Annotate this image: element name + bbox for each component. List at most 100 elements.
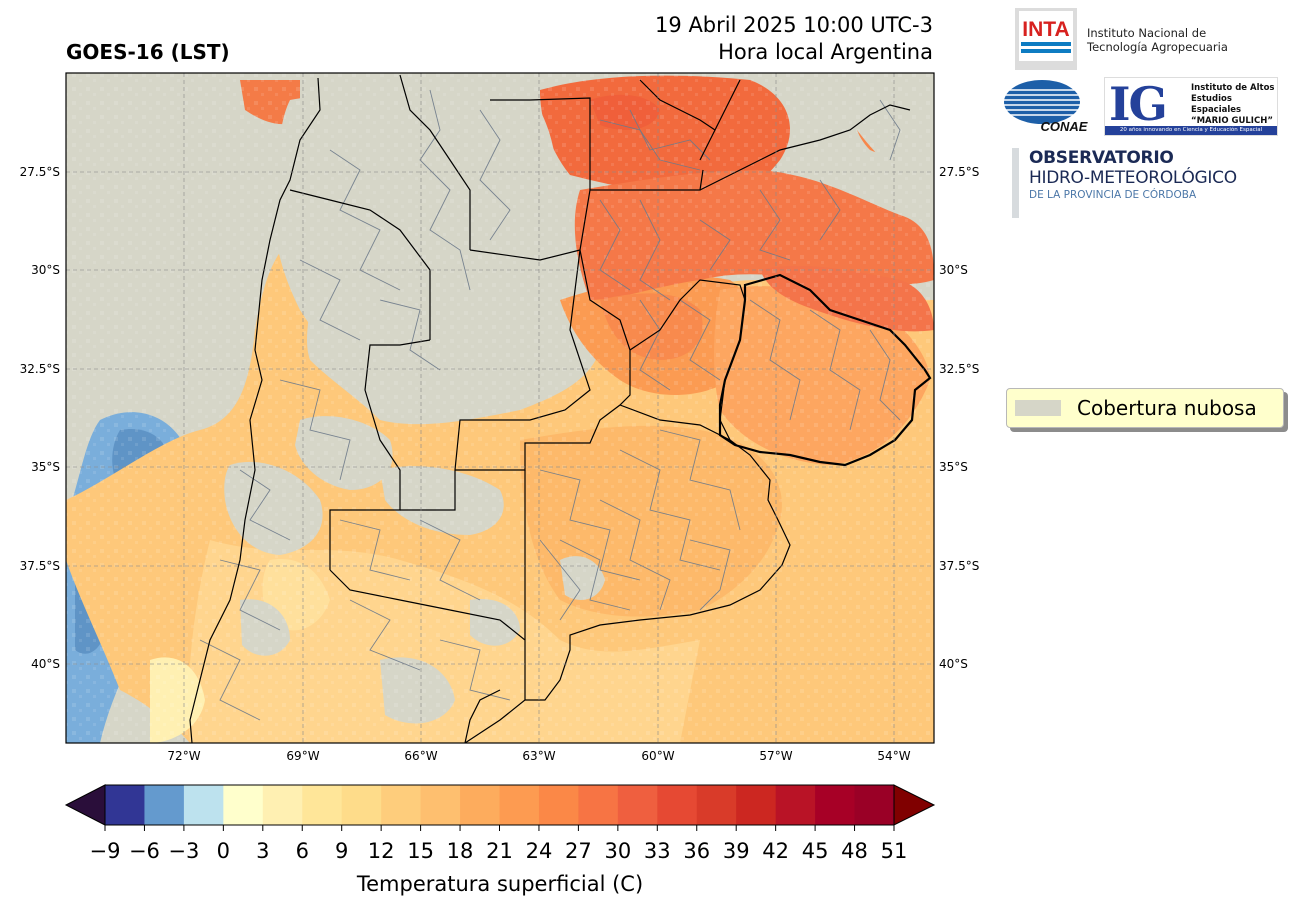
colorbar-tick-label: −3 — [168, 839, 199, 863]
lat-label: 27.5°S — [20, 165, 60, 179]
colorbar-segment — [736, 785, 777, 825]
cloud-cover-legend: Cobertura nubosa — [1006, 388, 1284, 428]
local-time-line: Hora local Argentina — [718, 40, 933, 64]
lat-labels-right: 27.5°S 30°S 32.5°S 35°S 37.5°S 40°S — [939, 165, 979, 671]
colorbar-segment — [775, 785, 816, 825]
colorbar-segment — [617, 785, 658, 825]
colorbar-tick-label: 12 — [368, 839, 395, 863]
colorbar-tick-label: −6 — [129, 839, 160, 863]
colorbar-tick-label: 9 — [335, 839, 348, 863]
colorbar-over-arrow — [893, 784, 936, 826]
colorbar-tick-label: 42 — [762, 839, 789, 863]
colorbar-tick-label: 0 — [217, 839, 230, 863]
lat-label: 40°S — [939, 657, 968, 671]
colorbar-segment — [499, 785, 540, 825]
colorbar-segment — [183, 785, 224, 825]
colorbar-segment — [381, 785, 422, 825]
colorbar-segment — [223, 785, 264, 825]
ig-mark: IG — [1109, 77, 1168, 131]
conae-logo: CONAE — [1004, 80, 1088, 134]
colorbar-label: Temperatura superficial (C) — [356, 872, 643, 896]
colorbar-segment — [341, 785, 382, 825]
colorbar-segment — [538, 785, 579, 825]
colorbar-tick-label: 48 — [841, 839, 868, 863]
colorbar-tick-label: 15 — [407, 839, 434, 863]
colorbar-segment — [460, 785, 500, 825]
colorbar-tick-label: −9 — [90, 839, 121, 863]
province-outline-highlight — [718, 273, 932, 467]
inta-name-line: Tecnología Agropecuaria — [1087, 40, 1228, 54]
observatorio-logo: OBSERVATORIO HIDRO-METEOROLÓGICO DE LA P… — [1012, 148, 1237, 218]
timestamp: 19 Abril 2025 10:00 UTC-3 Hora local Arg… — [655, 12, 933, 66]
colorbar-tick-label: 24 — [526, 839, 553, 863]
map-frame — [65, 72, 935, 744]
colorbar-segment — [696, 785, 737, 825]
legend-swatch — [1015, 400, 1061, 416]
inta-name: Instituto Nacional de Tecnología Agropec… — [1087, 26, 1228, 54]
colorbar-under-arrow — [64, 784, 106, 826]
ig-name-line: “MARIO GULICH” — [1191, 116, 1273, 126]
colorbar-segments — [105, 785, 895, 825]
colorbar: −9 −6 −3 0 3 6 9 12 15 18 21 24 27 30 33 36 39 42 45 48 51 T… — [64, 784, 936, 896]
lon-label: 57°W — [759, 749, 792, 763]
map-title: GOES-16 (LST) — [66, 40, 230, 64]
lat-label: 35°S — [31, 460, 60, 474]
map-plot — [66, 73, 934, 743]
lon-labels: 72°W 69°W 66°W 63°W 60°W 57°W 54°W — [167, 749, 910, 763]
lon-label: 63°W — [522, 749, 555, 763]
colorbar-segment — [262, 785, 303, 825]
colorbar-segment — [578, 785, 619, 825]
lat-label: 32.5°S — [20, 362, 60, 376]
colorbar-tick-label: 27 — [565, 839, 592, 863]
colorbar-tick-label: 39 — [723, 839, 750, 863]
ig-name-line: Instituto de Altos — [1191, 83, 1275, 93]
lat-label: 35°S — [939, 460, 968, 474]
lat-label: 37.5°S — [939, 559, 979, 573]
colorbar-tick-label: 45 — [802, 839, 829, 863]
colorbar-segment — [105, 785, 145, 825]
colorbar-segment — [815, 785, 856, 825]
lon-label: 60°W — [641, 749, 674, 763]
lat-label: 32.5°S — [939, 362, 979, 376]
colorbar-tick-label: 18 — [447, 839, 474, 863]
lat-label: 27.5°S — [939, 165, 979, 179]
colorbar-tick-label: 6 — [296, 839, 309, 863]
conae-mark: CONAE — [1041, 119, 1088, 134]
observatorio-line-3: DE LA PROVINCIA DE CÓRDOBA — [1029, 189, 1197, 201]
colorbar-segment — [302, 785, 343, 825]
observatorio-line-1: OBSERVATORIO — [1029, 148, 1174, 168]
lat-label: 37.5°S — [20, 559, 60, 573]
colorbar-tick-label: 33 — [644, 839, 671, 863]
ig-name: Instituto de Altos Estudios Espaciales “… — [1191, 83, 1277, 127]
province-boundaries — [189, 74, 911, 743]
lat-labels-left: 27.5°S 30°S 32.5°S 35°S 37.5°S 40°S — [20, 165, 60, 671]
inta-mark: INTA — [1022, 18, 1069, 41]
colorbar-tick-label: 21 — [486, 839, 513, 863]
lat-label: 40°S — [31, 657, 60, 671]
legend-label: Cobertura nubosa — [1077, 396, 1257, 420]
colorbar-tick-label: 36 — [683, 839, 710, 863]
colorbar-segment — [420, 785, 461, 825]
colorbar-tick-label: 3 — [256, 839, 269, 863]
colorbar-segment — [144, 785, 185, 825]
colorbar-tick-label: 51 — [881, 839, 908, 863]
gridlines — [66, 73, 934, 743]
colorbar-tick-label: 30 — [604, 839, 631, 863]
lon-label: 54°W — [877, 749, 910, 763]
colorbar-segment — [657, 785, 698, 825]
ig-name-line: Estudios Espaciales — [1191, 94, 1242, 115]
lon-label: 72°W — [167, 749, 200, 763]
coastline — [464, 79, 791, 743]
date-line: 19 Abril 2025 10:00 UTC-3 — [655, 13, 933, 37]
colorbar-ticks: −9 −6 −3 0 3 6 9 12 15 18 21 24 27 30 33 36 39 42 45 48 51 — [90, 825, 908, 863]
lat-label: 30°S — [939, 263, 968, 277]
lon-label: 66°W — [404, 749, 437, 763]
lon-label: 69°W — [286, 749, 319, 763]
ig-logo: IG Instituto de Altos Estudios Espaciale… — [1104, 77, 1278, 136]
ig-tagline: 20 años innovando en Ciencia y Educación… — [1105, 126, 1277, 135]
inta-logo: INTA — [1015, 8, 1077, 70]
inta-name-line: Instituto Nacional de — [1087, 26, 1207, 40]
observatorio-line-2: HIDRO-METEOROLÓGICO — [1029, 168, 1237, 188]
colorbar-segment — [854, 785, 895, 825]
